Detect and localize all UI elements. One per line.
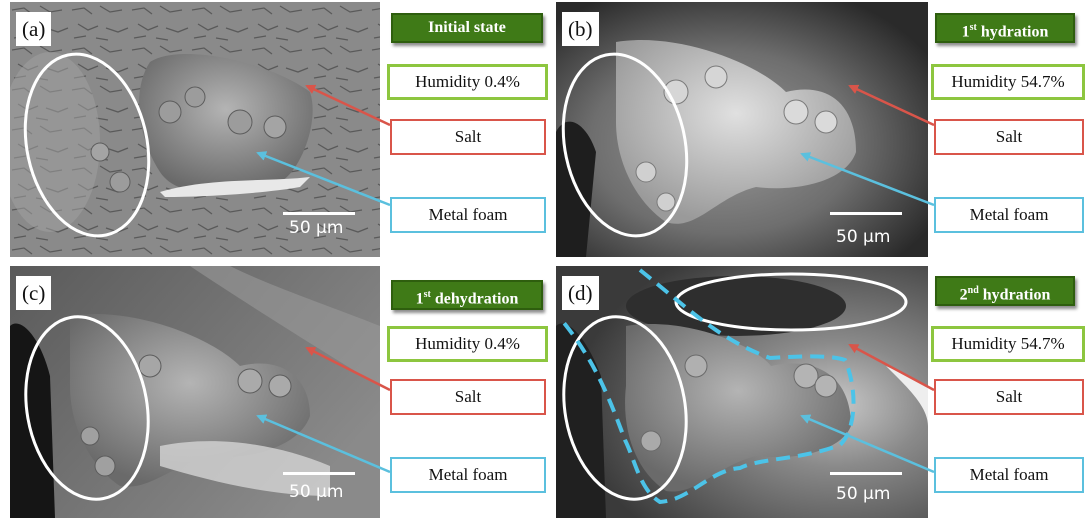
state-text-a: Initial state — [428, 19, 506, 36]
scale-bar-b — [830, 212, 902, 215]
state-rest-c: dehydration — [430, 290, 519, 308]
state-text-c: 1 — [415, 290, 424, 308]
sem-image-d — [556, 266, 928, 518]
state-sup-d: nd — [967, 285, 979, 296]
state-sup-c: st — [423, 289, 431, 300]
sem-image-b — [556, 2, 928, 257]
sem-image-c — [10, 266, 380, 518]
humidity-box-a: Humidity 0.4% — [387, 64, 548, 100]
humidity-box-d: Humidity 54.7% — [931, 326, 1085, 362]
state-sup-b: st — [969, 22, 977, 33]
scale-bar-d — [830, 472, 902, 475]
state-label-a: Initial state — [391, 13, 543, 43]
state-label-c: 1st dehydration — [391, 280, 543, 310]
state-rest-d: hydration — [978, 286, 1051, 304]
panel-label-c: (c) — [16, 276, 52, 310]
salt-box-d: Salt — [934, 379, 1084, 415]
foam-box-b: Metal foam — [934, 197, 1084, 233]
humidity-box-c: Humidity 0.4% — [387, 326, 548, 362]
foam-box-c: Metal foam — [390, 457, 546, 493]
panel-label-d: (d) — [562, 276, 599, 310]
humidity-box-b: Humidity 54.7% — [931, 64, 1085, 100]
scale-label-a: 50 μm — [289, 218, 344, 238]
panel-label-b: (b) — [562, 12, 599, 46]
scale-label-b: 50 μm — [836, 227, 891, 247]
scale-label-d: 50 μm — [836, 484, 891, 504]
foam-box-a: Metal foam — [390, 197, 546, 233]
foam-box-d: Metal foam — [934, 457, 1084, 493]
state-label-b: 1st hydration — [935, 13, 1075, 43]
salt-box-b: Salt — [934, 119, 1084, 155]
scale-label-c: 50 μm — [289, 482, 344, 502]
state-text-d: 2 — [959, 286, 968, 304]
salt-box-a: Salt — [390, 119, 546, 155]
scale-bar-a — [283, 212, 355, 215]
state-rest-b: hydration — [976, 23, 1049, 41]
scale-bar-c — [283, 472, 355, 475]
state-label-d: 2nd hydration — [935, 276, 1075, 306]
salt-box-c: Salt — [390, 379, 546, 415]
panel-label-a: (a) — [16, 12, 52, 46]
state-text-b: 1 — [961, 23, 970, 41]
